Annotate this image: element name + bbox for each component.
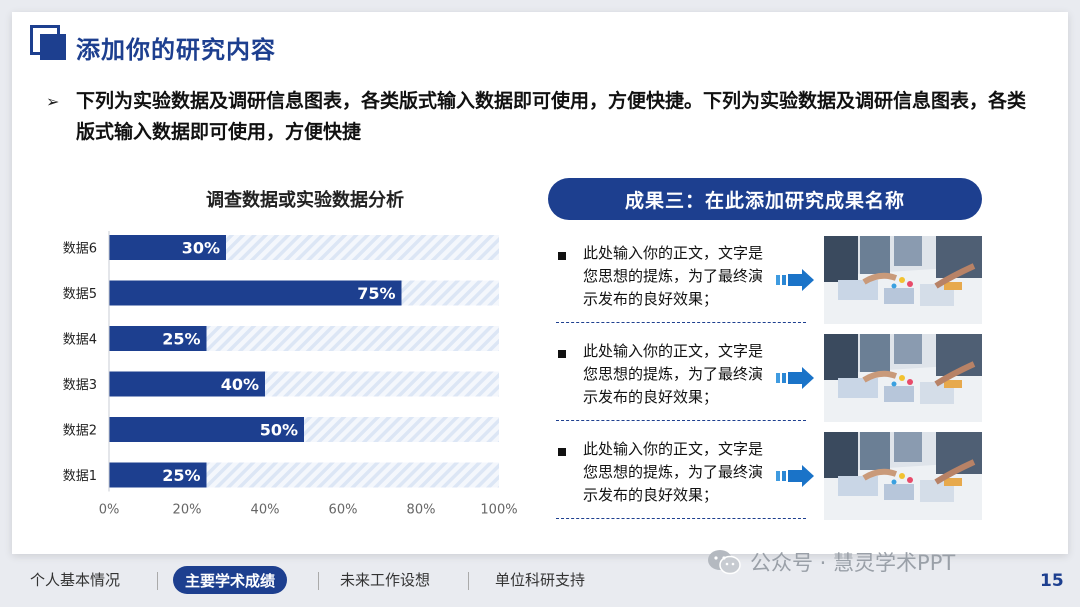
bar-chart: 30% 数据6 75% 数据5 25% 数据4 40% 数据3 50% 数据2 25% 数据1 0% 20… bbox=[63, 231, 518, 518]
category-label: 数据4 bbox=[63, 333, 97, 348]
bar bbox=[109, 280, 402, 306]
meeting-photo bbox=[824, 236, 982, 324]
bar-value-label: 40% bbox=[221, 375, 259, 394]
page-title: 添加你的研究内容 bbox=[76, 36, 276, 64]
bar bbox=[109, 371, 265, 397]
result-item: 此处输入你的正文，文字是您思想的提炼，为了最终演示发布的良好效果； bbox=[556, 334, 986, 432]
dashed-divider bbox=[556, 420, 806, 421]
footer-nav: 个人基本情况 主要学术成绩 未来工作设想 单位科研支持 bbox=[0, 566, 1080, 598]
bar-value-label: 25% bbox=[162, 330, 200, 349]
wechat-icon bbox=[706, 548, 742, 576]
bar bbox=[109, 326, 207, 351]
bullet-square-icon bbox=[558, 350, 566, 358]
x-tick-label: 80% bbox=[407, 503, 436, 518]
bar-value-label: 50% bbox=[260, 421, 298, 440]
x-tick-label: 100% bbox=[480, 503, 517, 518]
nav-item-future[interactable]: 未来工作设想 bbox=[340, 571, 431, 589]
dashed-divider bbox=[556, 322, 806, 323]
arrow-right-icon bbox=[776, 269, 814, 291]
bar-value-label: 25% bbox=[162, 466, 200, 485]
nav-separator bbox=[468, 572, 469, 590]
category-label: 数据6 bbox=[63, 242, 97, 257]
nav-separator bbox=[318, 572, 319, 590]
category-label: 数据1 bbox=[63, 469, 97, 484]
result-title-pill: 成果三：在此添加研究成果名称 bbox=[548, 178, 982, 220]
bullet-square-icon bbox=[558, 252, 566, 260]
bar bbox=[109, 417, 304, 442]
nav-separator bbox=[157, 572, 158, 590]
watermark-text: 公众号 · 慧灵学术PPT bbox=[750, 551, 956, 575]
watermark: 公众号 · 慧灵学术PPT bbox=[706, 547, 955, 577]
dashed-divider bbox=[556, 518, 806, 519]
x-tick-label: 20% bbox=[173, 503, 202, 518]
bullet-arrow-icon: ➢ bbox=[46, 92, 60, 111]
bullet-square-icon bbox=[558, 448, 566, 456]
result-text: 此处输入你的正文，文字是您思想的提炼，为了最终演示发布的良好效果； bbox=[583, 244, 764, 308]
bar bbox=[109, 462, 207, 488]
title-decoration-square bbox=[40, 34, 66, 60]
result-item: 此处输入你的正文，文字是您思想的提炼，为了最终演示发布的良好效果； bbox=[556, 432, 986, 530]
meeting-photo bbox=[824, 334, 982, 422]
result-text: 此处输入你的正文，文字是您思想的提炼，为了最终演示发布的良好效果； bbox=[583, 342, 764, 406]
bar bbox=[109, 235, 226, 260]
bar-value-label: 75% bbox=[357, 284, 395, 303]
category-label: 数据2 bbox=[63, 424, 97, 439]
arrow-right-icon bbox=[776, 367, 814, 389]
result-text: 此处输入你的正文，文字是您思想的提炼，为了最终演示发布的良好效果； bbox=[583, 440, 764, 504]
meeting-photo bbox=[824, 432, 982, 520]
x-tick-label: 60% bbox=[329, 503, 358, 518]
chart-title: 调查数据或实验数据分析 bbox=[206, 190, 404, 211]
x-tick-label: 40% bbox=[251, 503, 280, 518]
nav-item-academic[interactable]: 主要学术成绩 bbox=[173, 566, 288, 594]
page-number: 15 bbox=[1040, 571, 1064, 591]
nav-item-support[interactable]: 单位科研支持 bbox=[495, 571, 586, 589]
result-item: 此处输入你的正文，文字是您思想的提炼，为了最终演示发布的良好效果； bbox=[556, 236, 986, 334]
nav-item-personal[interactable]: 个人基本情况 bbox=[30, 571, 121, 589]
arrow-right-icon bbox=[776, 465, 814, 487]
category-label: 数据3 bbox=[63, 378, 97, 393]
category-label: 数据5 bbox=[63, 287, 97, 302]
intro-text: 下列为实验数据及调研信息图表，各类版式输入数据即可使用，方便快捷。下列为实验数据… bbox=[76, 90, 1027, 143]
bar-value-label: 30% bbox=[182, 239, 220, 258]
x-tick-label: 0% bbox=[99, 503, 120, 518]
